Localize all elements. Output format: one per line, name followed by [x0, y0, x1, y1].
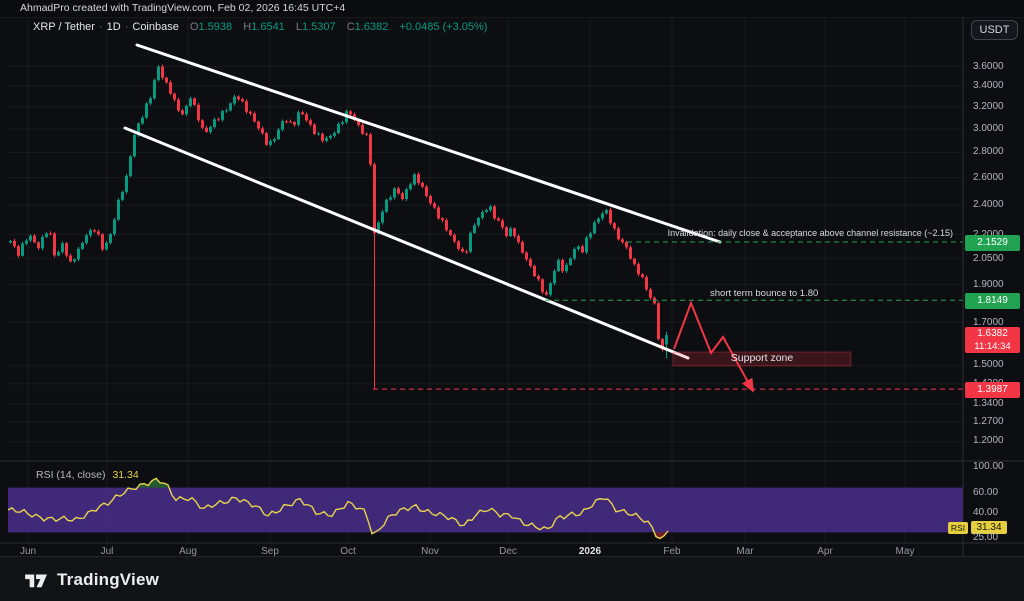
price-tick: 3.2000	[973, 100, 1004, 112]
tradingview-logo[interactable]: TradingView	[24, 570, 159, 590]
price-tick: 1.3400	[973, 397, 1004, 409]
symbol-legend[interactable]: XRP / Tether · 1D · Coinbase O1.5938 H1.6541…	[33, 21, 487, 33]
time-label-sep: Sep	[261, 546, 279, 557]
rsi-current-value: 31.34	[112, 469, 139, 481]
legend-separator: ·	[124, 21, 129, 33]
target-tag: 1.3987	[965, 381, 1020, 398]
currency-toggle-button[interactable]: USDT	[971, 20, 1018, 40]
tradingview-logo-icon	[25, 574, 47, 587]
time-label-2026: 2026	[578, 546, 602, 557]
time-label-jun: Jun	[19, 546, 37, 557]
price-tick: 3.0000	[973, 122, 1004, 134]
low-value: 1.5307	[302, 21, 336, 33]
time-label-feb: Feb	[663, 546, 681, 557]
high-label: H	[243, 21, 252, 33]
price-tick: 2.4000	[973, 198, 1004, 210]
bounce-tag-price: 1.8149	[977, 294, 1008, 306]
close-value: 1.6382	[354, 21, 389, 33]
price-tick: 1.2700	[973, 415, 1004, 427]
attribution-text: AhmadPro created with TradingView.com, F…	[20, 2, 346, 14]
rsi-tick: 40.00	[973, 507, 999, 518]
symbol-name[interactable]: XRP / Tether	[33, 21, 95, 33]
bounce-tag: 1.8149	[965, 292, 1020, 309]
exchange[interactable]: Coinbase	[132, 21, 179, 33]
low-label: L	[295, 21, 302, 33]
high-value: 1.6541	[251, 21, 285, 33]
time-label-aug: Aug	[179, 546, 197, 557]
close-label: C	[346, 21, 355, 33]
price-tick: 2.8000	[973, 146, 1004, 158]
open-label: O	[189, 21, 199, 33]
rsi-value-tag: 31.34	[971, 521, 1007, 534]
time-label-oct: Oct	[340, 546, 356, 557]
bounce-note: short term bounce to 1.80	[710, 288, 819, 299]
price-tick: 1.7000	[973, 316, 1004, 328]
open-value: 1.5938	[198, 21, 233, 33]
tradingview-wordmark: TradingView	[57, 569, 160, 589]
price-tick: 1.9000	[973, 278, 1004, 290]
resistance-tag: 2.1529	[965, 234, 1020, 251]
price-tick: 3.4000	[973, 80, 1004, 92]
rsi-tick: 25.00	[973, 532, 999, 543]
interval[interactable]: 1D	[106, 21, 121, 33]
time-label-dec: Dec	[499, 546, 517, 557]
time-label-apr: Apr	[817, 546, 833, 557]
price-tick: 1.2000	[973, 435, 1004, 447]
rsi-legend[interactable]: RSI (14, close) 31.34	[36, 469, 139, 481]
time-label-may: May	[895, 546, 915, 557]
legend-separator: ·	[98, 21, 103, 33]
time-label-nov: Nov	[421, 546, 439, 557]
time-label-jul: Jul	[100, 546, 114, 557]
rsi-tick: 100.00	[973, 461, 1004, 472]
price-tick: 1.5000	[973, 359, 1004, 371]
rsi-axis-badge: RSI	[948, 522, 968, 534]
footer-bar: TradingView	[0, 556, 1024, 601]
price-tick: 2.6000	[973, 171, 1004, 183]
rsi-tick: 60.00	[973, 487, 999, 498]
price-tick: 2.0500	[973, 252, 1004, 264]
attribution-bar: AhmadPro created with TradingView.com, F…	[0, 0, 1024, 17]
rsi-name: RSI (14, close)	[36, 469, 106, 481]
support-zone-label: Support zone	[730, 352, 794, 364]
price-tick: 3.6000	[973, 60, 1004, 72]
invalidation-note: Invalidation: daily close & acceptance a…	[667, 228, 953, 238]
resistance-tag-price: 2.1529	[977, 236, 1008, 248]
change-value: +0.0485 (+3.05%)	[399, 21, 488, 33]
candle-close-countdown: 11:14:34	[974, 341, 1011, 352]
target-tag-price: 1.3987	[977, 383, 1008, 395]
time-label-mar: Mar	[736, 546, 754, 557]
last-price-tag-price: 1.6382	[977, 328, 1008, 339]
price-tick: 2.2000	[973, 229, 1004, 240]
last-price-tag: 1.6382 11:14:34	[965, 327, 1020, 353]
